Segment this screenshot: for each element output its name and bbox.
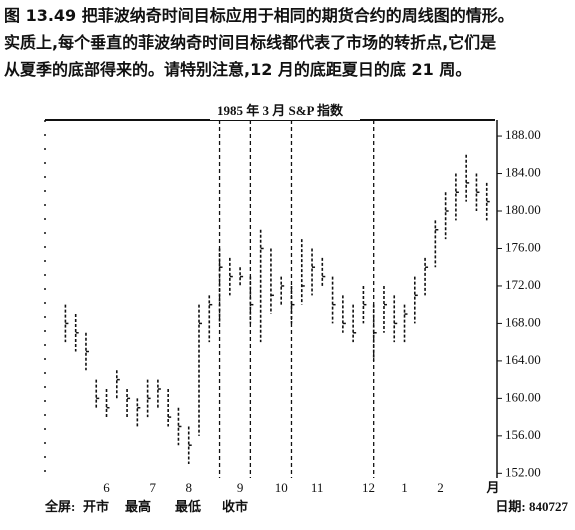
y-tick-label: 184.00	[505, 165, 541, 180]
chart-title: 1985 年 3 月 S&P 指数	[217, 103, 344, 118]
footer-close: 收市	[222, 499, 248, 514]
y-tick-label: 164.00	[505, 352, 541, 367]
x-tick-label: 1	[401, 480, 408, 495]
x-tick-label: 7	[150, 480, 157, 495]
x-tick-label: 11	[311, 480, 324, 495]
y-tick-label: 180.00	[505, 202, 541, 217]
footer-high: 最高	[125, 499, 151, 514]
x-tick-label: 9	[237, 480, 244, 495]
footer-open: 开市	[83, 499, 109, 514]
title-bg	[210, 104, 360, 120]
x-tick-label: 6	[103, 480, 110, 495]
y-tick-label: 160.00	[505, 389, 541, 404]
y-tick-label: 188.00	[505, 127, 541, 142]
caption-line: 实质上,每个垂直的菲波纳奇时间目标线都代表了市场的转折点,它们是	[4, 33, 497, 52]
x-tick-label: 8	[185, 480, 192, 495]
y-tick-label: 168.00	[505, 314, 541, 329]
footer-screen: 全屏:	[44, 499, 75, 514]
footer-date: 日期: 840727	[495, 499, 568, 514]
x-tick-label: 12	[362, 480, 375, 495]
x-axis-label: 月	[485, 480, 499, 495]
y-tick-label: 172.00	[505, 277, 541, 292]
caption-line: 图 13.49 把菲波纳奇时间目标应用于相同的期货合约的周线图的情形。	[4, 6, 514, 25]
x-tick-label: 10	[275, 480, 288, 495]
footer-low: 最低	[175, 499, 201, 514]
y-tick-label: 176.00	[505, 239, 541, 254]
y-tick-label: 152.00	[505, 464, 541, 479]
x-tick-label: 2	[437, 480, 444, 495]
caption-line: 从夏季的底部得来的。请特别注意,12 月的底距夏日的底 21 周。	[4, 60, 472, 79]
y-tick-label: 156.00	[505, 427, 541, 442]
caption: 图 13.49 把菲波纳奇时间目标应用于相同的期货合约的周线图的情形。 实质上,…	[4, 2, 574, 83]
